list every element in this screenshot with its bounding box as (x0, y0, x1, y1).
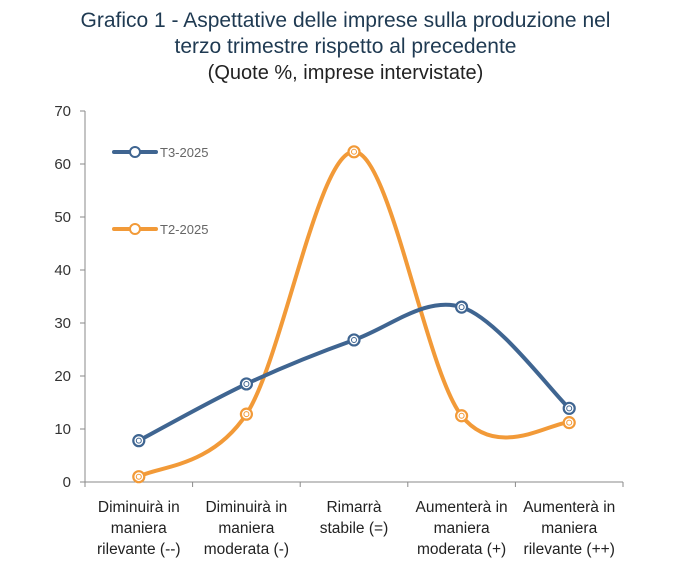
data-point-t2-2025 (239, 407, 253, 421)
data-point-t3-2025 (455, 300, 469, 314)
data-point-t2-2025 (562, 416, 576, 430)
data-point-inner-t2-2025 (351, 148, 357, 155)
series-line-t3-2025 (136, 302, 572, 443)
data-point-inner-t3-2025 (458, 304, 465, 311)
x-category-label: Rimarrà stabile (=) (320, 499, 389, 537)
legend-marker-t3-2025 (129, 146, 141, 158)
x-category-label-line: Rimarrà (326, 499, 381, 516)
y-tick-label: 60 (54, 156, 71, 173)
axes-group: 0 10 20 30 40 50 60 70 Diminuirà in maniera rileva… (54, 103, 624, 558)
y-tick-label: 40 (54, 262, 71, 279)
data-point-inner-t3-2025 (243, 380, 250, 387)
x-category-label: Diminuirà in maniera rilevante (--) (97, 499, 181, 558)
chart-title-line-2: terzo trimestre rispetto al precedente (174, 35, 517, 58)
data-point-t3-2025 (347, 333, 361, 347)
x-category-label: Aumenterà in maniera rilevante (++) (523, 499, 615, 558)
y-tick-label: 0 (63, 474, 71, 491)
x-category-label-line: maniera (111, 520, 167, 537)
x-category-label-line: rilevante (--) (97, 541, 181, 558)
x-category-label-line: maniera (434, 520, 490, 537)
x-category-label-line: moderata (-) (204, 541, 289, 558)
data-point-inner-t3-2025 (135, 437, 142, 444)
data-point-t2-2025 (132, 470, 146, 484)
legend-group: T3-2025 T2-2025 (112, 145, 208, 237)
data-point-t3-2025 (239, 377, 253, 391)
x-category-label-line: stabile (=) (320, 520, 389, 537)
x-category-label-line: Aumenterà in (415, 499, 507, 516)
x-category-label-line: rilevante (++) (524, 541, 615, 558)
data-point-inner-t2-2025 (458, 412, 465, 419)
x-category-label: Aumenterà in maniera moderata (+) (415, 499, 507, 558)
y-tick-label: 30 (54, 315, 71, 332)
chart-title-line-1: Grafico 1 - Aspettative delle imprese su… (80, 9, 611, 32)
x-category-label-line: Diminuirà in (205, 499, 287, 516)
series-group (132, 145, 576, 484)
data-point-inner-t3-2025 (566, 405, 573, 412)
y-tick-label: 10 (54, 421, 71, 438)
y-tick-label: 70 (54, 103, 71, 120)
data-point-t3-2025 (132, 434, 146, 448)
data-point-t3-2025 (562, 401, 576, 415)
x-category-label-line: Diminuirà in (98, 499, 180, 516)
chart-title-block: Grafico 1 - Aspettative delle imprese su… (0, 8, 691, 86)
data-point-inner-t2-2025 (135, 473, 142, 480)
x-category-label-line: maniera (218, 520, 274, 537)
series-line-t2-2025 (136, 149, 572, 479)
data-point-inner-t3-2025 (351, 336, 357, 343)
chart-subtitle: (Quote %, imprese intervistate) (207, 62, 484, 84)
x-category-label-line: maniera (541, 520, 597, 537)
y-tick-label: 20 (54, 368, 71, 385)
legend-label-t3-2025: T3-2025 (160, 145, 208, 160)
data-point-inner-t2-2025 (566, 419, 573, 426)
data-point-t2-2025 (455, 409, 469, 423)
y-tick-label: 50 (54, 209, 71, 226)
legend-marker-t2-2025 (129, 223, 141, 235)
data-point-t2-2025 (347, 145, 361, 159)
x-category-label-line: Aumenterà in (523, 499, 615, 516)
x-category-label-line: moderata (+) (417, 541, 506, 558)
x-category-label: Diminuirà in maniera moderata (-) (204, 499, 289, 558)
legend-label-t2-2025: T2-2025 (160, 222, 208, 237)
data-point-inner-t2-2025 (243, 411, 250, 418)
